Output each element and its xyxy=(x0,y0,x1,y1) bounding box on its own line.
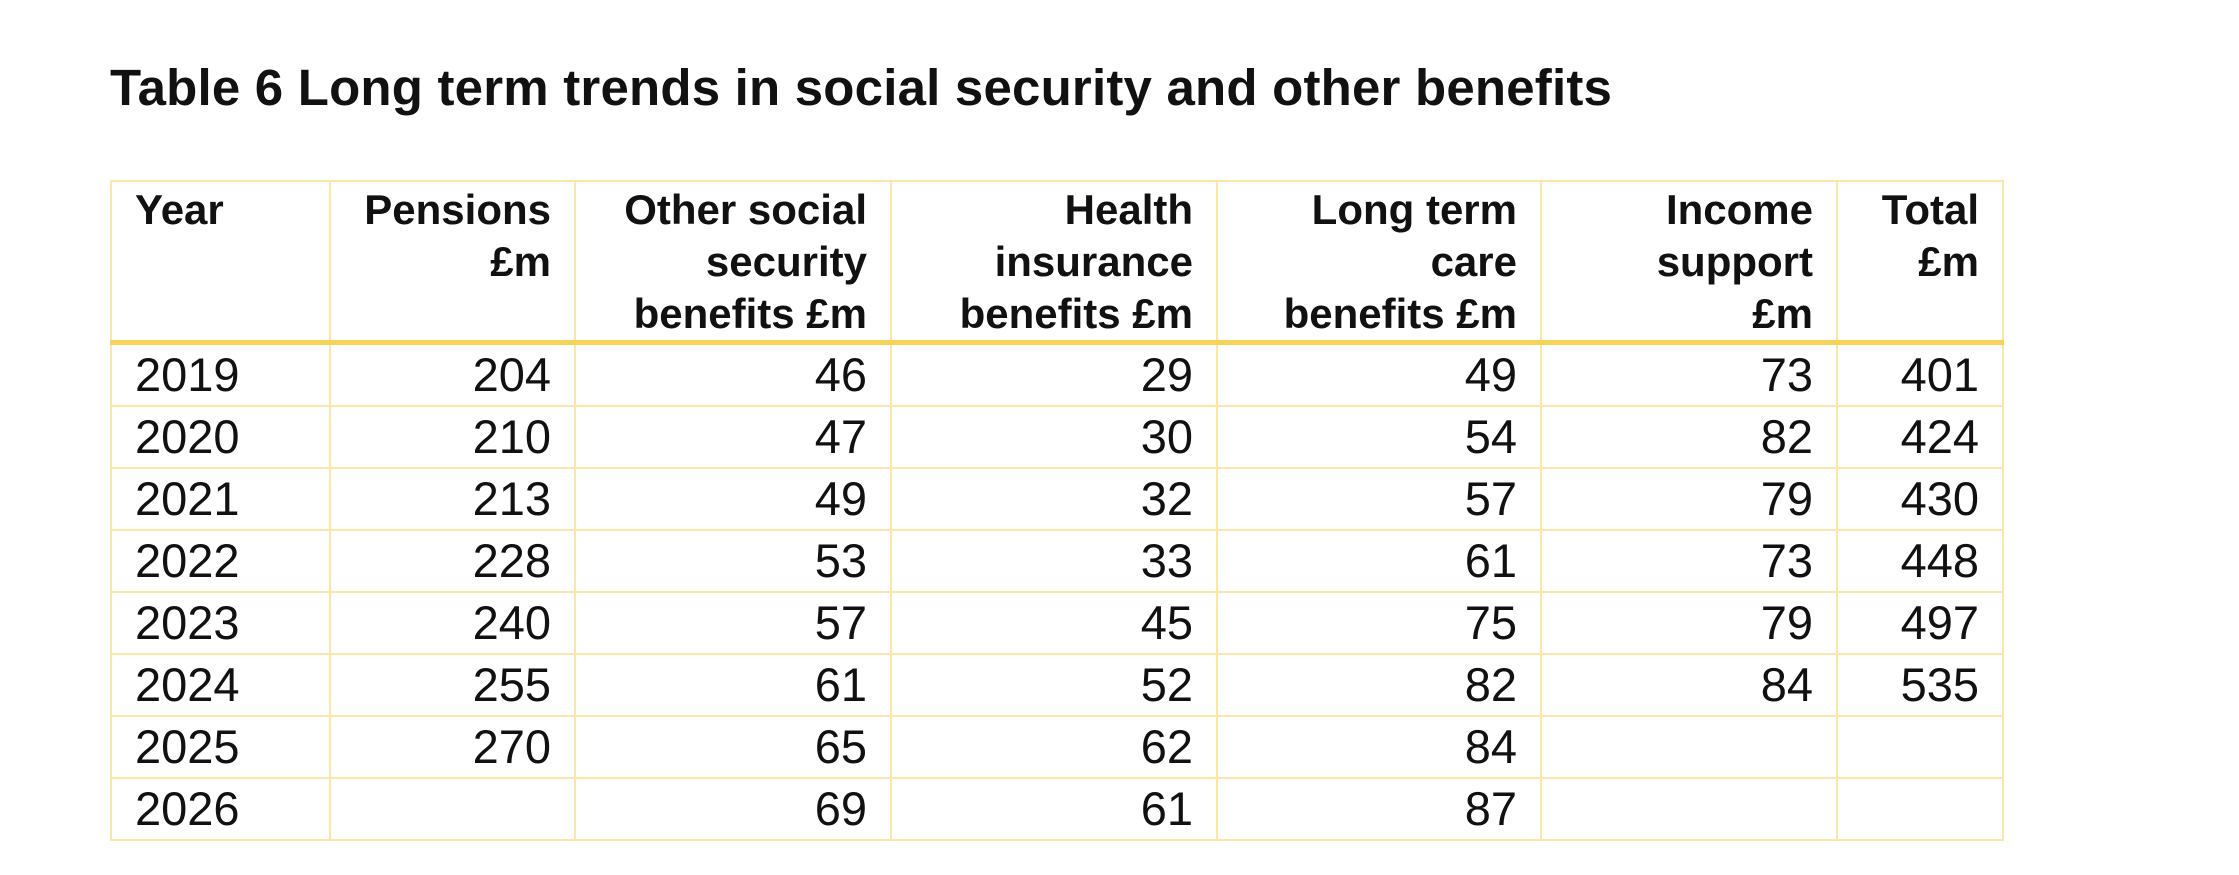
cell-income-support: 84 xyxy=(1540,653,1838,717)
table-row: 2023 240 57 45 75 79 497 xyxy=(110,591,2004,655)
cell-pensions: 213 xyxy=(329,467,576,531)
cell-pensions: 240 xyxy=(329,591,576,655)
cell-other-social-security: 49 xyxy=(574,467,892,531)
cell-income-support: 73 xyxy=(1540,529,1838,593)
header-long-term-care-line: benefits £m xyxy=(1283,290,1517,337)
header-total-line: Total xyxy=(1881,186,1979,233)
header-other-social-security: Other social security benefits £m xyxy=(574,180,892,345)
cell-other-social-security: 61 xyxy=(574,653,892,717)
cell-pensions: 270 xyxy=(329,715,576,779)
cell-income-support: 79 xyxy=(1540,467,1838,531)
cell-year: 2021 xyxy=(110,467,331,531)
cell-income-support: 73 xyxy=(1540,341,1838,407)
header-long-term-care: Long term care benefits £m xyxy=(1216,180,1542,345)
cell-long-term-care: 61 xyxy=(1216,529,1542,593)
cell-health-insurance: 52 xyxy=(890,653,1218,717)
cell-other-social-security: 69 xyxy=(574,777,892,841)
cell-other-social-security: 53 xyxy=(574,529,892,593)
header-health-insurance: Health insurance benefits £m xyxy=(890,180,1218,345)
header-income-support-line: £m xyxy=(1752,290,1813,337)
header-long-term-care-line: care xyxy=(1430,238,1517,285)
table-row: 2021 213 49 32 57 79 430 xyxy=(110,467,2004,531)
cell-total: 401 xyxy=(1836,341,2004,407)
cell-total: 424 xyxy=(1836,405,2004,469)
header-total-line: £m xyxy=(1918,238,1979,285)
table-header-row: Year Pensions £m Other social security b… xyxy=(110,180,2004,345)
header-long-term-care-line: Long term xyxy=(1311,186,1517,233)
cell-long-term-care: 75 xyxy=(1216,591,1542,655)
cell-pensions: 204 xyxy=(329,341,576,407)
cell-total: 430 xyxy=(1836,467,2004,531)
header-income-support: Income support £m xyxy=(1540,180,1838,345)
cell-long-term-care: 54 xyxy=(1216,405,1542,469)
header-income-support-line: Income xyxy=(1665,186,1813,233)
cell-other-social-security: 65 xyxy=(574,715,892,779)
cell-year: 2023 xyxy=(110,591,331,655)
cell-health-insurance: 45 xyxy=(890,591,1218,655)
cell-health-insurance: 29 xyxy=(890,341,1218,407)
header-pensions-line: Pensions xyxy=(364,186,551,233)
header-total: Total £m xyxy=(1836,180,2004,345)
cell-long-term-care: 49 xyxy=(1216,341,1542,407)
header-pensions: Pensions £m xyxy=(329,180,576,345)
cell-pensions: 210 xyxy=(329,405,576,469)
table-row: 2022 228 53 33 61 73 448 xyxy=(110,529,2004,593)
cell-pensions xyxy=(329,777,576,841)
cell-pensions: 228 xyxy=(329,529,576,593)
cell-health-insurance: 62 xyxy=(890,715,1218,779)
cell-health-insurance: 30 xyxy=(890,405,1218,469)
cell-year: 2020 xyxy=(110,405,331,469)
cell-long-term-care: 87 xyxy=(1216,777,1542,841)
cell-long-term-care: 57 xyxy=(1216,467,1542,531)
header-other-social-security-line: benefits £m xyxy=(633,290,867,337)
header-other-social-security-line: security xyxy=(705,238,867,285)
cell-health-insurance: 33 xyxy=(890,529,1218,593)
cell-long-term-care: 84 xyxy=(1216,715,1542,779)
cell-other-social-security: 57 xyxy=(574,591,892,655)
cell-health-insurance: 61 xyxy=(890,777,1218,841)
cell-total: 535 xyxy=(1836,653,2004,717)
cell-income-support xyxy=(1540,715,1838,779)
cell-total xyxy=(1836,715,2004,779)
cell-year: 2026 xyxy=(110,777,331,841)
header-year-line: Year xyxy=(135,186,224,233)
header-health-insurance-line: Health xyxy=(1064,186,1193,233)
header-health-insurance-line: benefits £m xyxy=(959,290,1193,337)
table-title: Table 6 Long term trends in social secur… xyxy=(110,59,1613,116)
cell-health-insurance: 32 xyxy=(890,467,1218,531)
header-year: Year xyxy=(110,180,331,345)
table-row: 2019 204 46 29 49 73 401 xyxy=(110,341,2004,407)
header-income-support-line: support xyxy=(1656,238,1813,285)
cell-long-term-care: 82 xyxy=(1216,653,1542,717)
header-other-social-security-line: Other social xyxy=(624,186,867,233)
table-row: 2025 270 65 62 84 xyxy=(110,715,2004,779)
cell-total xyxy=(1836,777,2004,841)
cell-other-social-security: 46 xyxy=(574,341,892,407)
header-health-insurance-line: insurance xyxy=(994,238,1193,285)
cell-year: 2025 xyxy=(110,715,331,779)
cell-other-social-security: 47 xyxy=(574,405,892,469)
table-row: 2026 69 61 87 xyxy=(110,777,2004,841)
cell-year: 2019 xyxy=(110,341,331,407)
cell-income-support: 82 xyxy=(1540,405,1838,469)
cell-income-support: 79 xyxy=(1540,591,1838,655)
table-row: 2020 210 47 30 54 82 424 xyxy=(110,405,2004,469)
cell-total: 448 xyxy=(1836,529,2004,593)
cell-year: 2024 xyxy=(110,653,331,717)
benefits-table: Year Pensions £m Other social security b… xyxy=(110,180,2004,841)
cell-pensions: 255 xyxy=(329,653,576,717)
cell-year: 2022 xyxy=(110,529,331,593)
cell-income-support xyxy=(1540,777,1838,841)
table-row: 2024 255 61 52 82 84 535 xyxy=(110,653,2004,717)
cell-total: 497 xyxy=(1836,591,2004,655)
header-pensions-line: £m xyxy=(490,238,551,285)
